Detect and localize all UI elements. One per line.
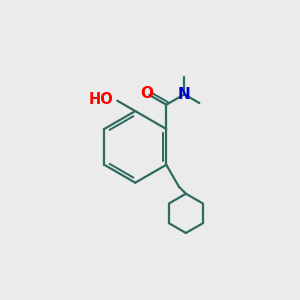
- Text: O: O: [140, 86, 153, 101]
- Text: N: N: [178, 87, 191, 102]
- Text: HO: HO: [89, 92, 114, 107]
